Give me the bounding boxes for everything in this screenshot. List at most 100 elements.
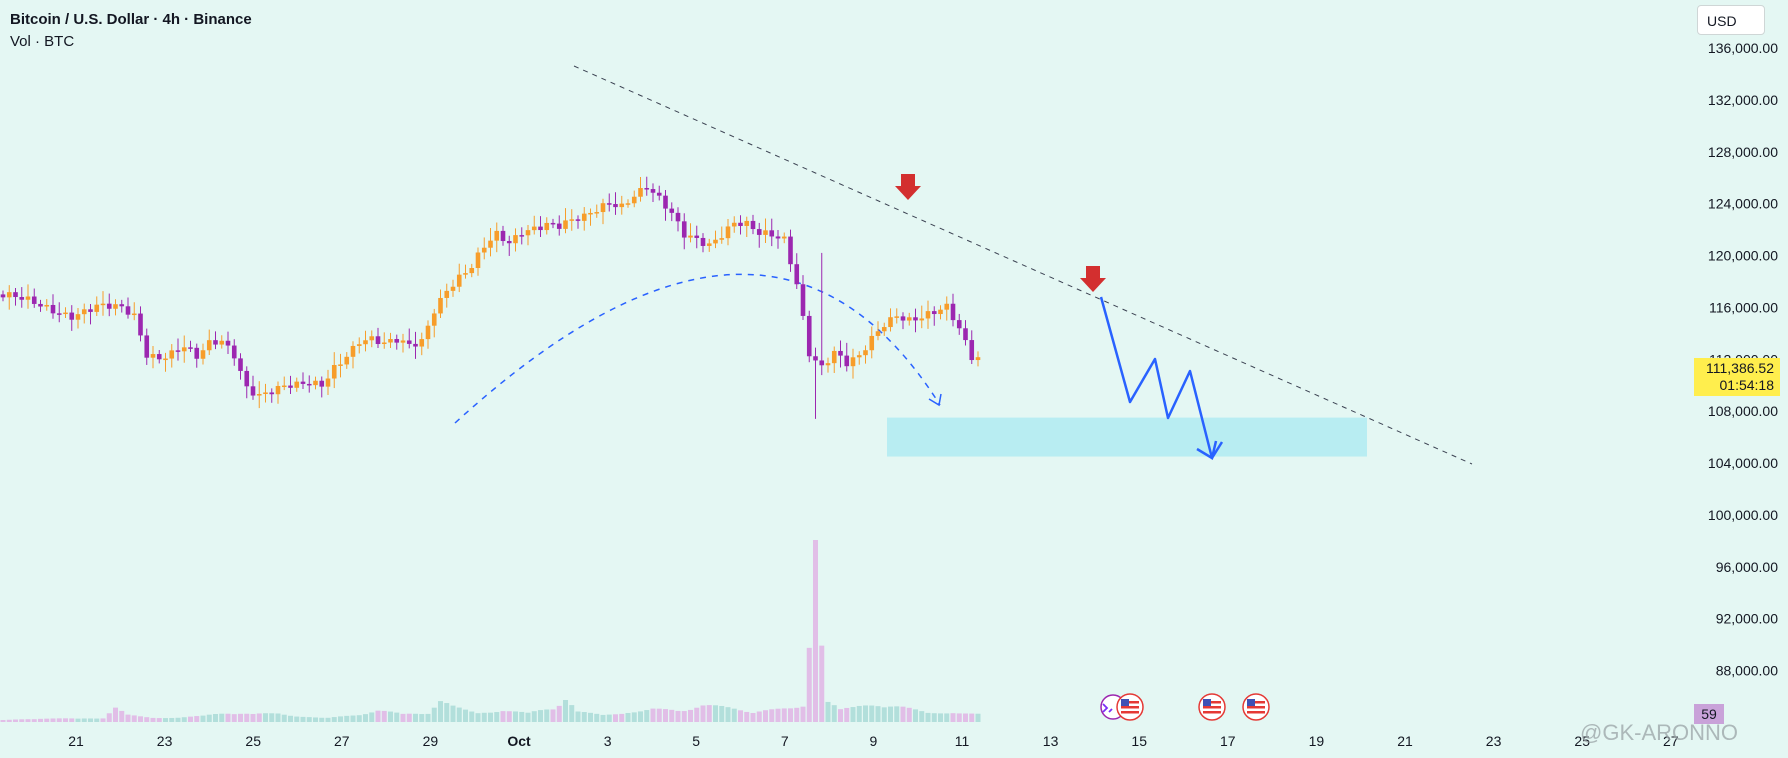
volume-bar [663, 709, 668, 722]
candle-body [331, 364, 337, 379]
candle-body [931, 311, 937, 315]
price-tick-label: 136,000.00 [1708, 40, 1778, 56]
candle-body [969, 340, 975, 361]
volume-bar [250, 713, 256, 722]
volume-indicator-label[interactable]: Vol · BTC [10, 33, 75, 50]
candle-body [38, 303, 43, 307]
volume-bar [588, 712, 593, 722]
volume-bar [381, 710, 387, 722]
volume-bar [738, 710, 743, 722]
us-flag-icon[interactable] [1198, 693, 1226, 721]
volume-bar [913, 709, 918, 722]
chart-legend[interactable]: Bitcoin / U.S. Dollar · 4h · Binance Vol… [10, 9, 252, 53]
candle-body [538, 226, 543, 231]
candle-body [213, 340, 218, 345]
candle-body [25, 296, 31, 300]
descending-trendline[interactable] [573, 65, 1473, 465]
time-tick-label: 27 [1663, 733, 1679, 749]
volume-bar [656, 708, 662, 722]
volume-bar [556, 705, 562, 722]
time-axis[interactable]: 21 23 25 27 29 Oct 3 5 7 9 11 13 15 17 19 21 23 25 27 [68, 733, 1679, 749]
us-flag-icon[interactable] [1242, 693, 1270, 721]
volume-bar [431, 707, 437, 722]
time-tick-label: 21 [68, 733, 84, 749]
volume-bar [881, 707, 887, 722]
candle-body [594, 212, 600, 214]
candle-body [938, 309, 943, 315]
volume-bar [525, 712, 531, 722]
volume-bar [413, 713, 418, 722]
volume-bar [850, 707, 856, 722]
candle-body [119, 304, 125, 307]
volume-bar [788, 708, 793, 722]
candle-body [281, 385, 287, 388]
symbol-title[interactable]: Bitcoin / U.S. Dollar · 4h · Binance [10, 11, 252, 28]
candle-body [588, 212, 593, 215]
volume-bar [931, 713, 937, 722]
volume-bar [613, 714, 618, 722]
volume-bar [369, 712, 375, 722]
volume-bar [13, 719, 18, 722]
volume-bars [0, 540, 981, 722]
candle-body [0, 294, 6, 298]
candle-body [894, 316, 900, 318]
volume-bar [450, 705, 456, 722]
volume-bar [256, 713, 262, 722]
candle-body [244, 370, 250, 387]
candle-body [656, 192, 662, 196]
volume-bar [344, 715, 350, 722]
volume-bar [438, 701, 443, 722]
candle-body [375, 336, 381, 345]
volume-bar [6, 719, 12, 722]
volume-bar [38, 718, 43, 722]
candle-body [188, 347, 193, 349]
volume-bar [575, 711, 581, 722]
volume-bar [125, 714, 131, 722]
volume-bar [156, 718, 162, 722]
volume-bar [469, 711, 475, 722]
candle-body [575, 219, 581, 221]
volume-bar [725, 707, 731, 722]
candle-body [944, 303, 950, 310]
volume-bar [363, 714, 368, 722]
event-markers[interactable] [1100, 693, 1270, 721]
candle-body [800, 284, 806, 316]
us-flag-icon[interactable] [1116, 693, 1144, 721]
rounded-top-curve[interactable] [454, 273, 941, 424]
candle-body [556, 223, 562, 229]
volume-bar [81, 718, 87, 722]
candle-body [125, 306, 131, 315]
candle-body [250, 386, 256, 396]
candle-body [775, 236, 781, 239]
candle-body [400, 340, 406, 343]
price-tick-label: 100,000.00 [1708, 507, 1778, 523]
candle-body [900, 316, 906, 321]
candle-body [919, 318, 925, 321]
candle-body [925, 311, 931, 319]
candle-body [231, 345, 237, 359]
watermark: @GK-ARONNO [1580, 720, 1739, 745]
volume-bar [244, 713, 250, 722]
candle-body [194, 347, 200, 359]
volume-bar [150, 717, 156, 722]
candle-body [825, 363, 831, 366]
candle-body [844, 355, 850, 367]
volume-bar [463, 709, 468, 722]
volume-bar [44, 718, 50, 722]
volume-bar [300, 716, 306, 722]
price-tick-label: 124,000.00 [1708, 196, 1778, 212]
candle-body [350, 345, 356, 357]
volume-bar [944, 713, 950, 722]
candle-body [875, 331, 881, 336]
candle-body [738, 222, 743, 226]
candle-body [956, 320, 962, 329]
volume-bar [819, 645, 825, 722]
volume-bar [569, 705, 575, 722]
support-zone[interactable] [887, 417, 1367, 457]
currency-selector[interactable]: USD [1697, 5, 1765, 35]
volume-bar [919, 711, 925, 722]
volume-bar [119, 710, 125, 722]
projected-path-arrowhead [1196, 440, 1218, 460]
candle-body [256, 394, 262, 396]
